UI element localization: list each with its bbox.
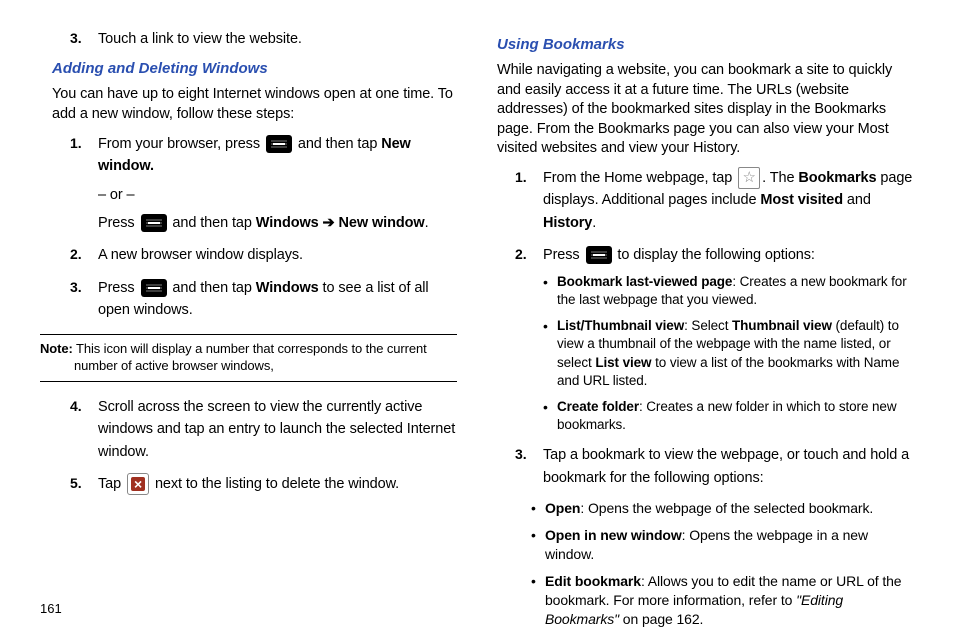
text-fragment: Press (98, 215, 139, 231)
bold-label: New window (339, 215, 425, 231)
menu-icon (586, 246, 612, 264)
text-fragment: and then tap (294, 136, 381, 152)
step-text: A new browser window displays. (98, 247, 303, 263)
bullet-item: Open: Opens the webpage of the selected … (531, 499, 914, 518)
bold-label: Bookmarks (798, 170, 876, 186)
bold-label: History (543, 215, 592, 231)
alt-instruction: Press and then tap Windows ➔ New window. (98, 212, 457, 234)
steps-list-bookmarks: From the Home webpage, tap ☆. The Bookma… (515, 167, 914, 629)
text-fragment: From the Home webpage, tap (543, 170, 736, 186)
bold-label: Create folder (557, 399, 639, 414)
text-fragment: From your browser, press (98, 136, 264, 152)
note-text: This icon will display a number that cor… (73, 341, 427, 373)
list-item: Scroll across the screen to view the cur… (70, 396, 457, 463)
bold-label: Thumbnail view (732, 318, 832, 333)
bold-label: Windows (256, 215, 319, 231)
bullet-item: Edit bookmark: Allows you to edit the na… (531, 572, 914, 629)
text-fragment: : Opens the webpage of the selected book… (580, 500, 873, 516)
bold-label: Edit bookmark (545, 573, 641, 589)
bullet-item: Create folder: Creates a new folder in w… (543, 398, 914, 434)
list-item: From the Home webpage, tap ☆. The Bookma… (515, 167, 914, 234)
text-fragment: Press (543, 247, 584, 263)
arrow-icon: ➔ (323, 215, 335, 231)
steps-list-1: From your browser, press and then tap Ne… (70, 133, 457, 322)
text-fragment: and then tap (169, 280, 256, 296)
step-text: Touch a link to view the website. (98, 31, 302, 47)
menu-icon (141, 279, 167, 297)
step-text: Tap a bookmark to view the webpage, or t… (543, 447, 909, 485)
note-label: Note: (40, 341, 73, 356)
note-body: Note: This icon will display a number th… (40, 341, 457, 375)
text-fragment: next to the listing to delete the window… (151, 476, 399, 492)
list-item: From your browser, press and then tap Ne… (70, 133, 457, 235)
list-item: Press and then tap Windows to see a list… (70, 277, 457, 322)
bold-label: List view (595, 355, 651, 370)
bullet-item: Open in new window: Opens the webpage in… (531, 526, 914, 564)
list-item: Press to display the following options: … (515, 244, 914, 434)
list-item: Tap a bookmark to view the webpage, or t… (515, 444, 914, 628)
bold-label: Open in new window (545, 527, 682, 543)
intro-paragraph: While navigating a website, you can book… (497, 61, 914, 159)
section-heading-adding-deleting: Adding and Deleting Windows (52, 60, 457, 77)
intro-paragraph: You can have up to eight Internet window… (52, 85, 457, 124)
top-continued-list: Touch a link to view the website. (70, 28, 457, 50)
two-column-layout: Touch a link to view the website. Adding… (40, 28, 914, 639)
menu-icon (141, 214, 167, 232)
bullet-item: Bookmark last-viewed page: Creates a new… (543, 273, 914, 309)
bullet-item: List/Thumbnail view: Select Thumbnail vi… (543, 317, 914, 390)
steps-list-2: Scroll across the screen to view the cur… (70, 396, 457, 496)
page-number: 161 (40, 601, 62, 616)
text-fragment: : Select (684, 318, 732, 333)
bold-label: Bookmark last-viewed page (557, 274, 732, 289)
note-block: Note: This icon will display a number th… (40, 334, 457, 382)
text-fragment: and then tap (169, 215, 256, 231)
list-item: Touch a link to view the website. (70, 28, 457, 50)
text-fragment: to display the following options: (614, 247, 815, 263)
text-fragment: Press (98, 280, 139, 296)
text-fragment: and (843, 192, 871, 208)
close-icon (127, 473, 149, 495)
bold-label: List/Thumbnail view (557, 318, 684, 333)
bold-label: Windows (256, 280, 319, 296)
menu-icon (266, 135, 292, 153)
list-item: A new browser window displays. (70, 244, 457, 266)
star-icon: ☆ (738, 167, 760, 189)
text-fragment: on page 162. (619, 611, 703, 627)
list-item: Tap next to the listing to delete the wi… (70, 473, 457, 495)
text-fragment: Tap (98, 476, 125, 492)
section-heading-bookmarks: Using Bookmarks (497, 36, 914, 53)
bold-label: Open (545, 500, 580, 516)
sub-bullets: Bookmark last-viewed page: Creates a new… (543, 273, 914, 435)
step-text: Scroll across the screen to view the cur… (98, 399, 455, 460)
left-column: Touch a link to view the website. Adding… (40, 28, 457, 639)
or-divider: – or – (98, 184, 457, 206)
text-fragment: . The (762, 170, 798, 186)
bold-label: Most visited (760, 192, 843, 208)
right-column: Using Bookmarks While navigating a websi… (497, 28, 914, 639)
options-bullets: Open: Opens the webpage of the selected … (531, 499, 914, 628)
